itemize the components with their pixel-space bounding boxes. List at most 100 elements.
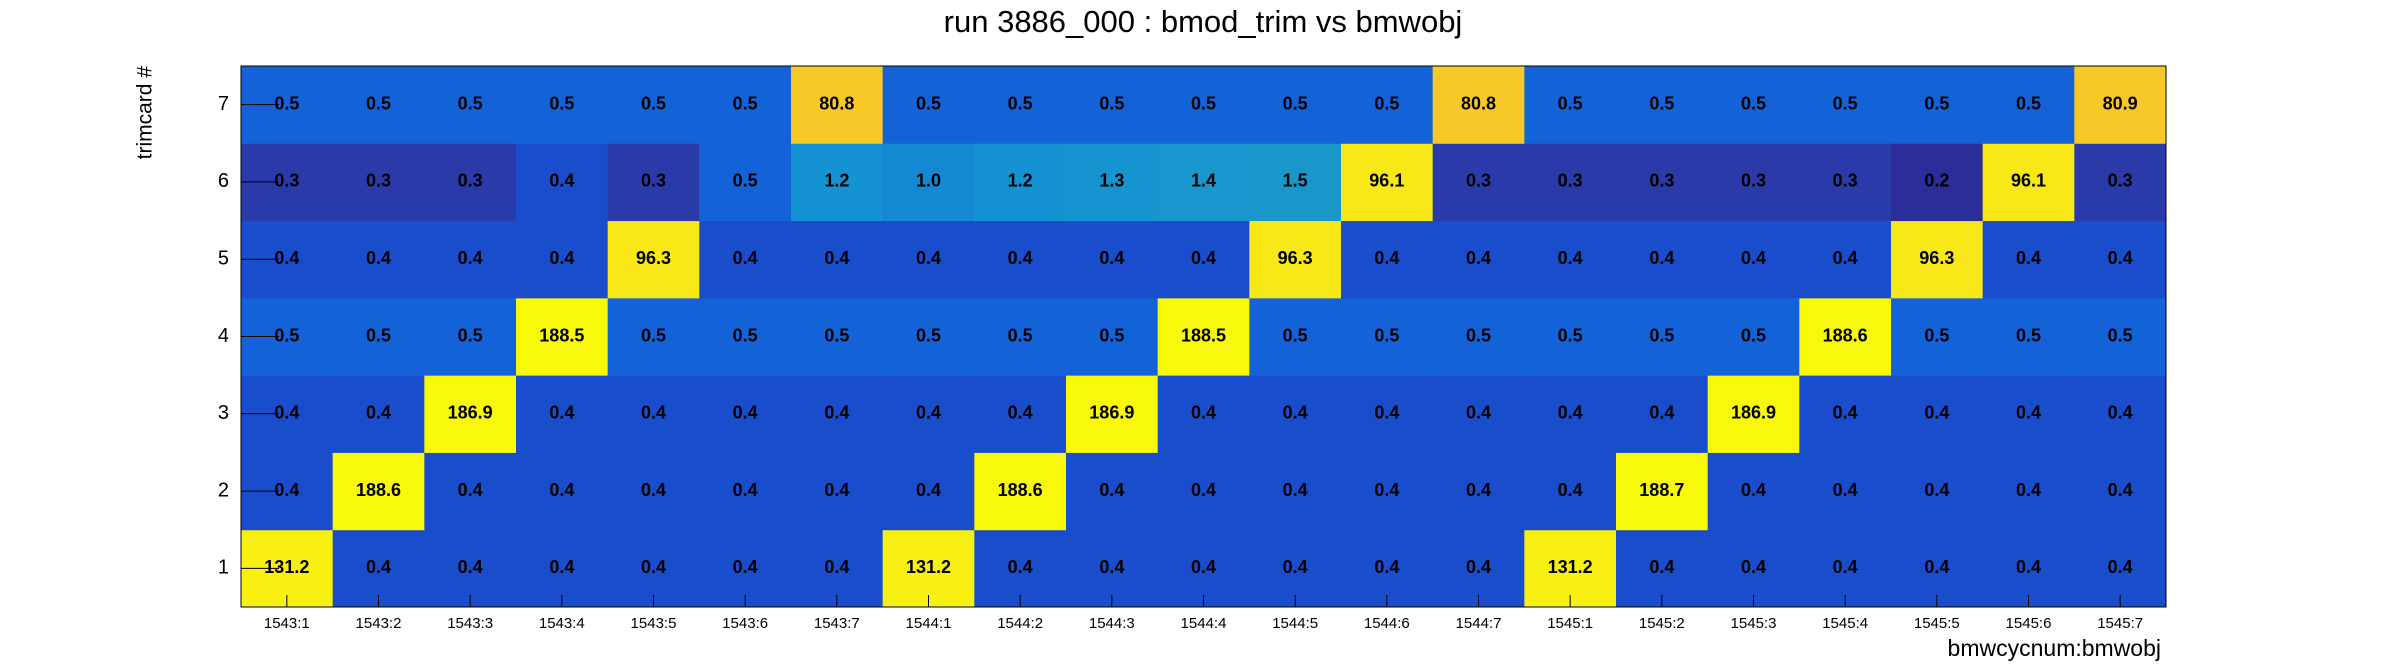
- y-tick-label: 4: [218, 325, 229, 347]
- cell-label: 0.5: [1558, 93, 1583, 113]
- heat-cell: [332, 220, 425, 299]
- cell-label: 188.5: [539, 325, 584, 345]
- cell-label: 0.4: [1558, 248, 1583, 268]
- x-tick-label: 1545:3: [1731, 615, 1777, 632]
- heat-cell: [607, 66, 700, 144]
- heat-cell: [1157, 66, 1250, 144]
- heat-cell: [1707, 529, 1800, 608]
- cell-label: 0.4: [1558, 480, 1583, 500]
- cell-label: 0.3: [1558, 171, 1583, 191]
- x-tick-label: 1543:1: [264, 615, 310, 632]
- heat-cell: [424, 66, 517, 144]
- cell-label: 0.4: [1649, 248, 1674, 268]
- cell-label: 0.4: [1099, 248, 1124, 268]
- heat-cell: [1066, 375, 1159, 453]
- cell-label: 0.5: [1283, 325, 1308, 345]
- heat-cell: [974, 220, 1067, 299]
- cell-label: 0.5: [1649, 93, 1674, 113]
- cell-label: 0.5: [2016, 325, 2041, 345]
- heat-cell: [699, 297, 792, 376]
- cell-label: 1.2: [1008, 171, 1033, 191]
- cell-label: 0.4: [2016, 557, 2041, 577]
- heat-cell: [1799, 66, 1892, 144]
- cell-label: 188.6: [356, 480, 401, 500]
- cell-label: 0.5: [916, 93, 941, 113]
- heat-cell: [1891, 375, 1984, 453]
- cell-label: 0.4: [366, 403, 391, 423]
- heat-cell: [1707, 375, 1800, 453]
- heat-cell: [1707, 220, 1800, 299]
- cell-label: 0.5: [1099, 325, 1124, 345]
- x-tick-label: 1545:6: [2006, 615, 2052, 632]
- heat-cell: [1616, 297, 1709, 376]
- heat-cell: [607, 529, 700, 608]
- cell-label: 1.4: [1191, 171, 1216, 191]
- cell-label: 0.4: [916, 480, 941, 500]
- heat-cell: [607, 452, 700, 531]
- heat-cell: [1799, 452, 1892, 531]
- cell-label: 0.5: [1099, 93, 1124, 113]
- cell-label: 0.5: [1191, 93, 1216, 113]
- heat-cell: [1524, 220, 1617, 299]
- cell-label: 0.4: [549, 557, 574, 577]
- heat-cell: [699, 452, 792, 531]
- heat-cell: [1157, 220, 1250, 299]
- heat-cell: [699, 529, 792, 608]
- cell-label: 0.4: [1099, 557, 1124, 577]
- x-tick-label: 1543:2: [356, 615, 402, 632]
- y-tick-label: 2: [218, 479, 229, 501]
- heat-cell: [332, 529, 425, 608]
- heat-cell: [791, 297, 884, 376]
- cell-label: 0.4: [2016, 403, 2041, 423]
- cell-label: 0.4: [733, 403, 758, 423]
- cell-label: 0.4: [1833, 480, 1858, 500]
- cell-label: 0.5: [274, 325, 299, 345]
- cell-label: 131.2: [1548, 557, 1593, 577]
- heat-cell: [791, 529, 884, 608]
- cell-label: 188.7: [1639, 480, 1684, 500]
- cell-label: 0.5: [458, 93, 483, 113]
- cell-label: 0.4: [1741, 248, 1766, 268]
- cell-label: 0.4: [733, 557, 758, 577]
- cell-label: 0.3: [641, 171, 666, 191]
- cell-label: 0.5: [641, 325, 666, 345]
- heat-cell: [1707, 452, 1800, 531]
- cell-label: 0.4: [641, 480, 666, 500]
- cell-label: 0.4: [274, 480, 299, 500]
- heat-cell: [1066, 452, 1159, 531]
- heat-cell: [2074, 529, 2167, 608]
- cell-label: 0.3: [458, 171, 483, 191]
- cell-label: 0.4: [1191, 248, 1216, 268]
- heat-cell: [1341, 143, 1434, 222]
- heat-cell: [424, 297, 517, 376]
- heat-cell: [1616, 452, 1709, 531]
- heat-cell: [882, 452, 975, 531]
- cell-label: 0.3: [1833, 171, 1858, 191]
- cell-label: 0.5: [1008, 93, 1033, 113]
- cell-label: 0.4: [274, 248, 299, 268]
- heat-cell: [1066, 66, 1159, 144]
- heat-cell: [1891, 143, 1984, 222]
- cell-label: 0.4: [1741, 557, 1766, 577]
- heat-cell: [516, 297, 609, 376]
- heat-cell: [332, 452, 425, 531]
- cell-label: 0.4: [1466, 480, 1491, 500]
- heat-cell: [1157, 143, 1250, 222]
- cell-label: 0.4: [2108, 557, 2133, 577]
- cell-label: 0.5: [1374, 325, 1399, 345]
- heat-cell: [1799, 375, 1892, 453]
- y-tick-label: 6: [218, 170, 229, 192]
- heat-cell: [424, 375, 517, 453]
- heat-cell: [516, 375, 609, 453]
- cell-label: 0.4: [2108, 403, 2133, 423]
- heat-cell: [1157, 452, 1250, 531]
- cell-label: 0.4: [1833, 248, 1858, 268]
- cell-label: 0.5: [1833, 93, 1858, 113]
- cell-label: 1.0: [916, 171, 941, 191]
- heat-cell: [1249, 452, 1342, 531]
- cell-label: 0.4: [458, 248, 483, 268]
- cell-label: 0.4: [549, 248, 574, 268]
- cell-label: 186.9: [1731, 403, 1776, 423]
- heat-cell: [516, 143, 609, 222]
- heat-cell: [424, 143, 517, 222]
